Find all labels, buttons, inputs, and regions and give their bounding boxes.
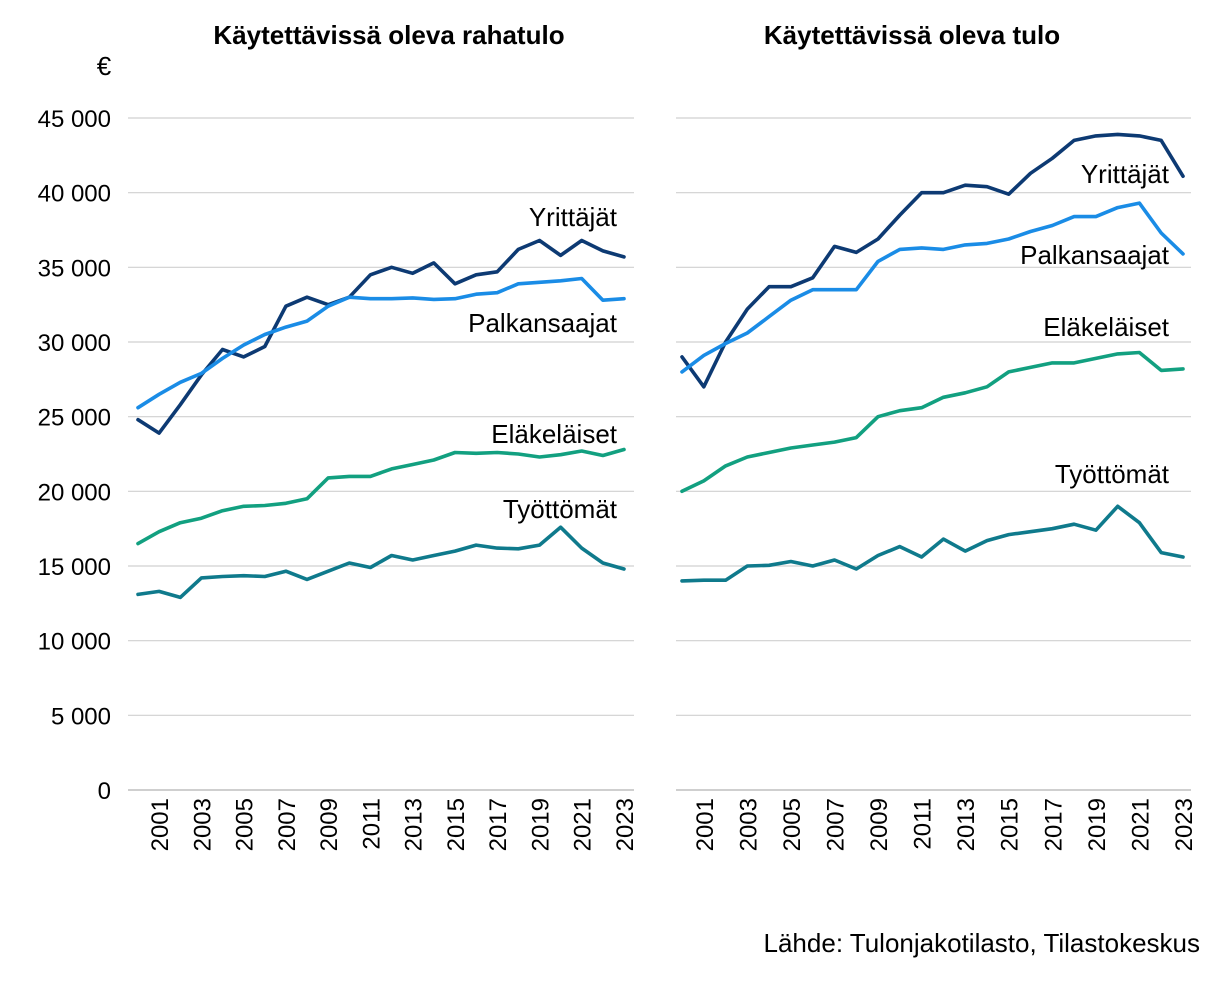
panel1-xtick-label: 2007: [274, 798, 301, 851]
panel1-series-label-yrittajat: Yrittäjät: [529, 202, 618, 232]
panel1-ytick-label: 20 000: [38, 479, 111, 506]
panel1-title: Käytettävissä oleva rahatulo: [213, 20, 564, 50]
panel1-series-label-elakelaiset: Eläkeläiset: [491, 419, 618, 449]
panel1-xtick-label: 2001: [147, 798, 174, 851]
panel2-series-line-yrittajat: [680, 132, 1185, 389]
panel1-series-label-tyottomat: Työttömät: [503, 494, 618, 524]
panel1-unit-label: €: [97, 51, 112, 81]
panel1-ytick-label: 5 000: [51, 703, 111, 730]
panel1-xtick-label: 2003: [189, 798, 216, 851]
panel2-series-label-tyottomat: Työttömät: [1055, 459, 1170, 489]
panel1-xtick-label: 2011: [358, 798, 385, 850]
panel1-ytick-label: 25 000: [38, 405, 111, 432]
panel1-xtick-label: 2015: [443, 798, 470, 851]
panel2-xtick-label: 2015: [997, 798, 1024, 851]
panel2-xtick-label: 2017: [1040, 798, 1067, 851]
panel1-series-line-palkansaajat: [136, 276, 626, 410]
panel1-series-line-tyottomat: [136, 525, 626, 600]
panel2-xtick-label: 2005: [779, 798, 806, 851]
panel1-ytick-label: 45 000: [38, 106, 111, 133]
panel2-xtick-label: 2019: [1084, 798, 1111, 851]
panel1-xtick-label: 2019: [527, 798, 554, 851]
panel2-series-line-elakelaiset: [680, 350, 1185, 494]
panel2-xtick-label: 2011: [910, 798, 937, 850]
panel1-xtick-label: 2013: [401, 798, 428, 851]
panel1-ytick-label: 0: [98, 778, 111, 805]
panel2-xtick-label: 2007: [822, 798, 849, 851]
panel1-ytick-label: 15 000: [38, 554, 111, 581]
panel1-ytick-label: 30 000: [38, 330, 111, 357]
panel1-series-line-yrittajat: [136, 238, 626, 435]
panel1-xtick-label: 2023: [612, 798, 639, 851]
panel1-xtick-label: 2005: [232, 798, 259, 851]
panel2-xtick-label: 2013: [953, 798, 980, 851]
panel1-ytick-label: 40 000: [38, 181, 111, 208]
panel2-series-line-palkansaajat: [680, 201, 1185, 374]
panel1-ytick-label: 35 000: [38, 255, 111, 282]
panel2-title: Käytettävissä oleva tulo: [764, 20, 1060, 50]
panel1-xtick-label: 2021: [570, 798, 597, 851]
panel2-xtick-label: 2003: [735, 798, 762, 851]
source-note: Lähde: Tulonjakotilasto, Tilastokeskus: [763, 928, 1200, 958]
panel1-xtick-label: 2017: [485, 798, 512, 851]
panel2-xtick-label: 2023: [1171, 798, 1198, 851]
panel1-ytick-label: 10 000: [38, 629, 111, 656]
panel1-xtick-label: 2009: [316, 798, 343, 851]
panel2-series-label-elakelaiset: Eläkeläiset: [1043, 312, 1170, 342]
panel2-series-label-yrittajat: Yrittäjät: [1081, 159, 1170, 189]
panel2-xtick-label: 2001: [692, 798, 719, 851]
panel2-xtick-label: 2021: [1127, 798, 1154, 851]
panel2-series-line-tyottomat: [680, 504, 1185, 583]
panel2-xtick-label: 2009: [866, 798, 893, 851]
panel1-series-label-palkansaajat: Palkansaajat: [468, 308, 618, 338]
panel2-series-label-palkansaajat: Palkansaajat: [1020, 240, 1170, 270]
panel1-series-line-elakelaiset: [136, 447, 626, 546]
